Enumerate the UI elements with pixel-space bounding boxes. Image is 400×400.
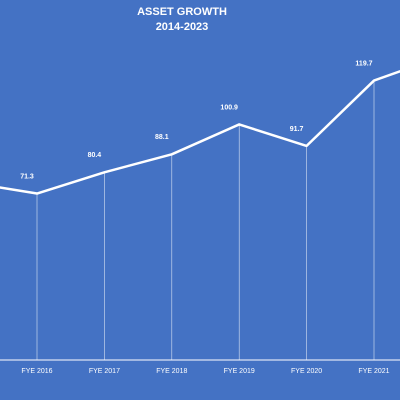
data-label: 80.4 — [88, 152, 102, 159]
chart-subtitle: 2014-2023 — [156, 21, 209, 33]
x-tick-label: FYE 2018 — [156, 368, 187, 375]
data-label: 119.7 — [355, 60, 372, 67]
x-tick-label: FYE 2017 — [89, 368, 120, 375]
chart-title: ASSET GROWTH — [137, 6, 227, 18]
data-label: 100.9 — [220, 104, 238, 111]
data-label: 88.1 — [155, 134, 169, 141]
x-tick-label: FYE 2019 — [224, 368, 255, 375]
data-label: 71.3 — [20, 173, 34, 180]
x-tick-label: FYE 2021 — [358, 368, 389, 375]
data-line — [0, 69, 400, 195]
data-label: 91.7 — [290, 126, 304, 133]
x-tick-label: FYE 2016 — [21, 368, 52, 375]
x-tick-label: FYE 2020 — [291, 368, 322, 375]
